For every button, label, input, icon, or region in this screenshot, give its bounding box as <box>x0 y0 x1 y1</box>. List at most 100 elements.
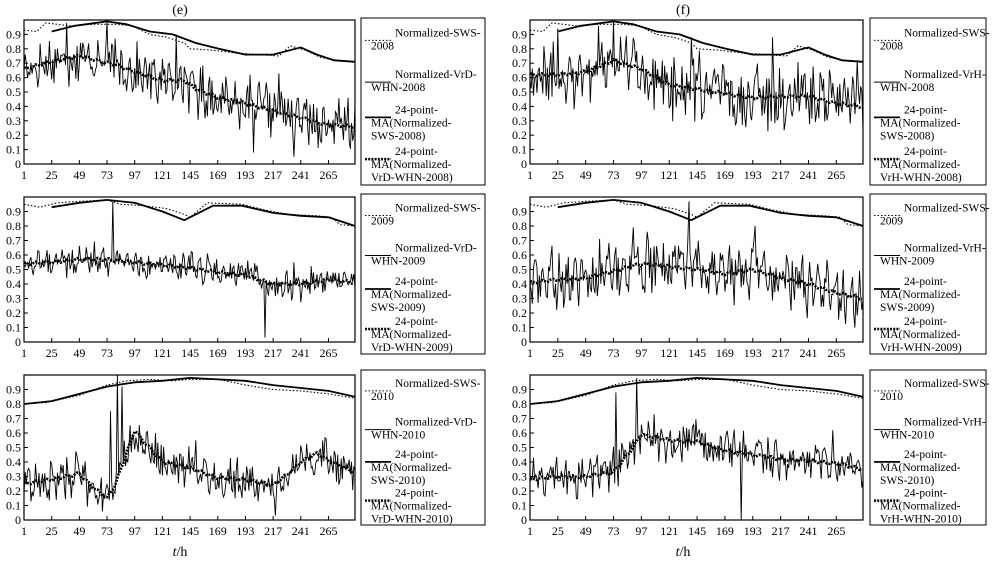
x-tick-label: 121 <box>660 168 678 182</box>
y-tick-label: 0.8 <box>6 397 21 411</box>
y-tick-label: 0.4 <box>6 455 21 469</box>
legend-box <box>360 193 486 355</box>
legend-e-2010: Normalized-SWS-2010 Normalized-VrD-WHN-20… <box>360 369 486 526</box>
y-tick-label: 0.5 <box>6 263 21 277</box>
legend-label: Normalized-VrD-WHN-2010 <box>371 417 477 442</box>
legend-item: 24-point-MA(Normalized-SWS-2009) <box>874 276 961 314</box>
series-ma-wind-holding <box>530 432 863 482</box>
x-tick-label: 265 <box>319 346 337 360</box>
legend-item: Normalized-SWS-2009 <box>365 203 481 228</box>
y-tick-label: 0.6 <box>512 248 527 262</box>
plot-frame <box>529 19 864 165</box>
x-tick-label: 145 <box>688 524 706 538</box>
chart-panel-f-2010: 00.10.20.30.40.50.60.70.80.9 1 25 49 73 97 121… <box>512 369 990 538</box>
y-tick-label: 0.4 <box>512 277 527 291</box>
x-tick-label: 217 <box>772 524 790 538</box>
legend-label: Normalized-SWS-2008 <box>880 27 990 52</box>
series-ma-sws <box>51 198 355 227</box>
series-ma-wind-holding <box>24 53 355 130</box>
x-tick-label: 121 <box>153 524 171 538</box>
y-tick-label: 0 <box>521 157 527 171</box>
legend-item: Normalized-SWS-2008 <box>874 27 990 52</box>
x-tick-label: 217 <box>772 168 790 182</box>
legend-label: Normalized-SWS-2008 <box>371 27 481 52</box>
y-tick-label: 0.2 <box>512 306 527 320</box>
x-tick-label: 145 <box>181 524 199 538</box>
y-tick-label: 0.9 <box>512 383 527 397</box>
series-normalized-wind-holding <box>24 21 355 157</box>
y-tick-label: 0.8 <box>512 42 527 56</box>
plot-area <box>24 375 355 516</box>
legend-item: 24-point-MA(Normalized-SWS-2008) <box>365 104 452 142</box>
x-tick-label: 169 <box>209 524 227 538</box>
y-tick-label: 0.1 <box>6 499 21 513</box>
plot-area <box>24 20 355 157</box>
legend-label: Normalized-SWS-2010 <box>371 378 481 403</box>
y-tick-label: 0.1 <box>6 321 21 335</box>
legend-label: Normalized-VrD-WHN-2008 <box>371 69 477 94</box>
x-tick-label: 97 <box>129 346 141 360</box>
x-tick-label: 145 <box>181 168 199 182</box>
x-tick-label: 169 <box>716 346 734 360</box>
y-tick-label: 0 <box>521 513 527 527</box>
series-normalized-wind-holding <box>24 201 355 338</box>
x-tick-label: 49 <box>73 524 85 538</box>
y-tick-label: 0.3 <box>6 470 21 484</box>
series-ma-wind-holding <box>24 256 355 287</box>
y-tick-label: 0.3 <box>512 470 527 484</box>
legend-label: Normalized-VrH-WHN-2008 <box>880 69 986 94</box>
x-tick-label: 73 <box>608 346 620 360</box>
y-tick-label: 0.6 <box>6 426 21 440</box>
legend-item: Normalized-SWS-2010 <box>365 378 481 403</box>
legend-label: 24-point-MA(Normalized-VrH-WHN-2010) <box>880 488 962 526</box>
y-tick-label: 0.5 <box>512 441 527 455</box>
x-tick-label: 265 <box>827 524 845 538</box>
legend-label: 24-point-MA(Normalized-SWS-2010) <box>880 449 961 487</box>
x-tick-label: 217 <box>264 524 282 538</box>
y-tick-label: 0.2 <box>6 128 21 142</box>
x-tick-label: 217 <box>264 346 282 360</box>
y-tick-label: 0.8 <box>6 219 21 233</box>
chart-panel-e-2008: 00.10.20.30.40.50.60.70.80.9 1 25 49 73 97 121… <box>6 17 486 186</box>
x-tick-label: 1 <box>527 346 533 360</box>
series-normalized-sws <box>24 378 355 405</box>
y-tick-label: 0.2 <box>6 484 21 498</box>
y-tick-label: 0.4 <box>6 99 21 113</box>
chart-panel-f-2009: 00.10.20.30.40.50.60.70.80.9 1 25 49 73 97 121… <box>512 193 990 360</box>
legend-item: Normalized-VrH-WHN-2008 <box>874 69 986 94</box>
legend-item: Normalized-VrH-WHN-2009 <box>874 243 986 268</box>
y-tick-label: 0.1 <box>512 499 527 513</box>
x-tick-label: 1 <box>527 168 533 182</box>
x-tick-label: 145 <box>688 346 706 360</box>
y-tick-label: 0.5 <box>512 263 527 277</box>
y-tick-label: 0.1 <box>512 143 527 157</box>
legend-label: 24-point-MA(Normalized-SWS-2009) <box>880 276 961 314</box>
y-tick-label: 0.3 <box>6 292 21 306</box>
legend-item: 24-point-MA(Normalized-SWS-2008) <box>874 104 961 142</box>
legend-item: Normalized-VrD-WHN-2010 <box>365 417 477 442</box>
x-tick-label: 25 <box>552 346 564 360</box>
x-tick-label: 25 <box>46 346 58 360</box>
x-tick-label: 25 <box>46 168 58 182</box>
x-tick-label: 97 <box>635 524 647 538</box>
y-tick-label: 0 <box>521 335 527 349</box>
legend-box <box>360 369 486 526</box>
series-ma-sws <box>530 376 863 405</box>
legend-item: 24-point-MA(Normalized-SWS-2009) <box>365 276 452 314</box>
x-tick-label: 97 <box>129 524 141 538</box>
y-tick-label: 0.2 <box>512 484 527 498</box>
x-tick-label: 265 <box>827 346 845 360</box>
x-tick-label: 121 <box>153 168 171 182</box>
y-tick-label: 0.7 <box>512 234 527 248</box>
x-tick-label: 73 <box>101 168 113 182</box>
legend-label: 24-point-MA(Normalized-SWS-2009) <box>371 276 452 314</box>
y-tick-label: 0.4 <box>6 277 21 291</box>
y-tick-label: 0 <box>15 513 21 527</box>
x-tick-label: 121 <box>660 524 678 538</box>
y-tick-label: 0.9 <box>6 205 21 219</box>
series-ma-wind-holding <box>24 429 354 499</box>
x-tick-label: 1 <box>527 524 533 538</box>
legend-item: Normalized-VrH-WHN-2010 <box>874 417 986 442</box>
legend-label: Normalized-VrH-WHN-2010 <box>880 417 986 442</box>
